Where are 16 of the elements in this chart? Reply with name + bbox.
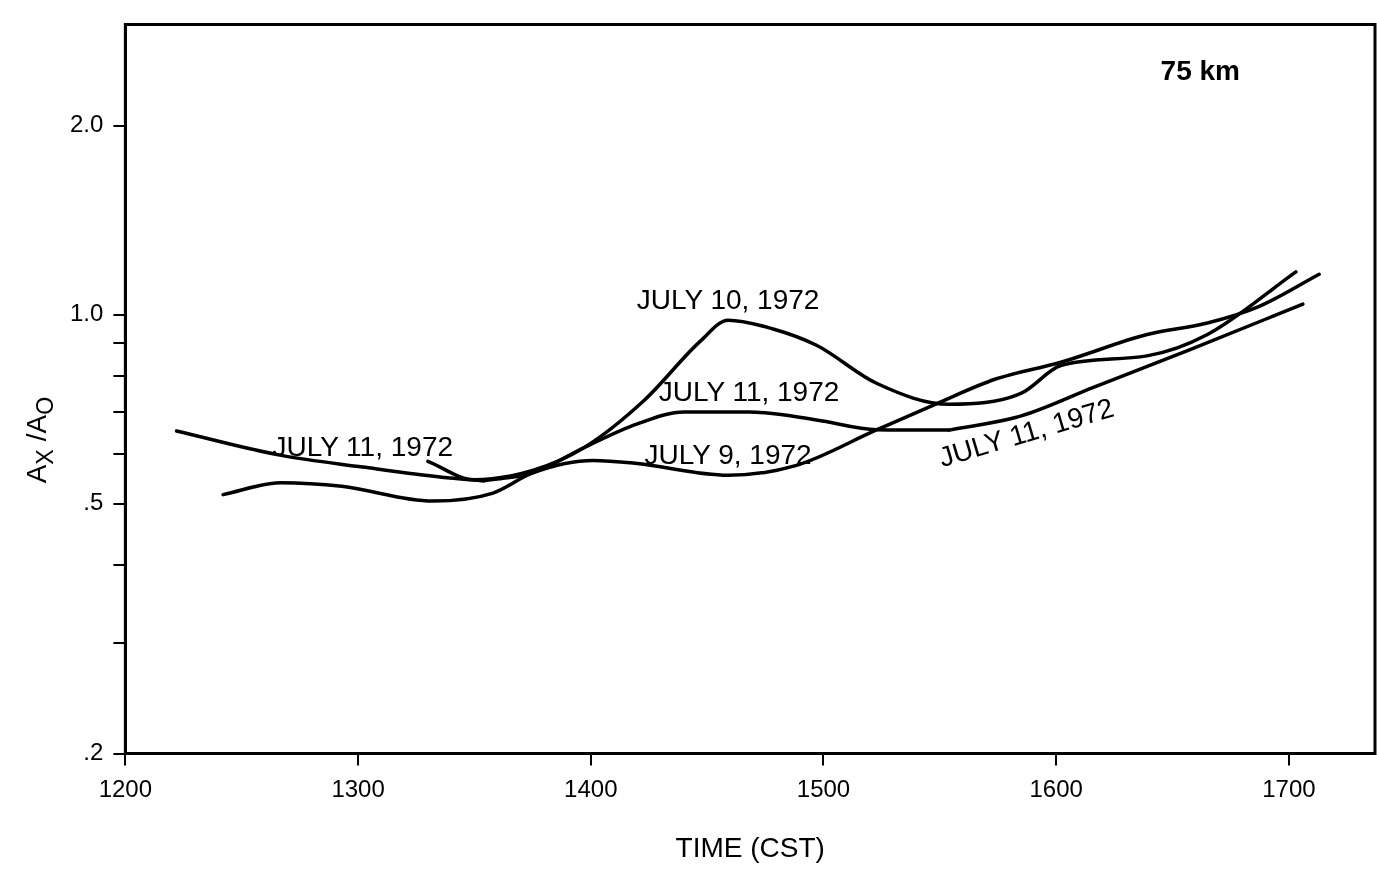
x-tick-label: 1200 bbox=[98, 774, 153, 802]
series-label: JULY 11, 1972 bbox=[658, 375, 840, 407]
x-tick-label: 1600 bbox=[1029, 774, 1083, 802]
series-label: JULY 9, 1972 bbox=[644, 439, 812, 470]
x-axis-title: TIME (CST) bbox=[675, 831, 825, 863]
text: JULY 11, 1972 bbox=[935, 391, 1118, 473]
annotation: 75 km bbox=[1160, 55, 1240, 87]
x-tick-label: 1500 bbox=[796, 774, 851, 802]
series-label: JULY 10, 1972 bbox=[636, 283, 820, 315]
x-tick-label: 1400 bbox=[564, 774, 618, 802]
x-tick-label: 1700 bbox=[1262, 774, 1316, 802]
y-tick-label: 1.0 bbox=[69, 299, 104, 327]
y-tick-label: .5 bbox=[83, 488, 104, 516]
y-tick-label: 2.0 bbox=[69, 110, 104, 138]
y-tick-label: .2 bbox=[83, 738, 104, 766]
x-tick-label: 1300 bbox=[331, 774, 385, 802]
